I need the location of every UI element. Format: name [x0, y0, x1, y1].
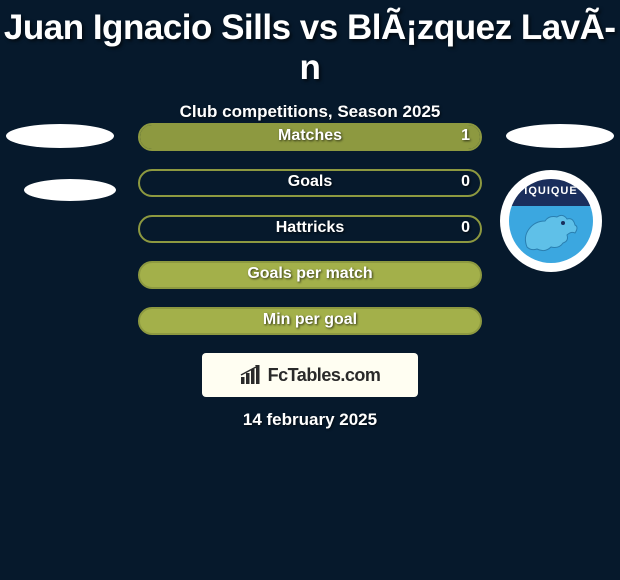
subtitle: Club competitions, Season 2025 — [0, 102, 620, 122]
comparison-bar: Goals per match — [138, 261, 482, 289]
player-right-avatar — [506, 124, 614, 148]
logo-text: FcTables.com — [268, 365, 381, 386]
comparison-bar: Min per goal — [138, 307, 482, 335]
bar-value-right: 0 — [461, 219, 470, 237]
bar-label: Goals per match — [140, 265, 480, 283]
club-badge: IQUIQUE — [500, 170, 602, 272]
bar-value-right: 0 — [461, 173, 470, 191]
comparison-bar: Hattricks0 — [138, 215, 482, 243]
club-badge-text: IQUIQUE — [509, 185, 593, 197]
club-badge-inner: IQUIQUE — [509, 179, 593, 263]
bar-label: Hattricks — [140, 219, 480, 237]
bar-value-right: 1 — [461, 127, 470, 145]
chart-bar-icon — [240, 365, 262, 385]
dragon-icon — [519, 207, 583, 257]
bar-label: Goals — [140, 173, 480, 191]
comparison-bar: Matches1 — [138, 123, 482, 151]
comparison-bar: Goals0 — [138, 169, 482, 197]
bar-label: Matches — [140, 127, 480, 145]
bar-label: Min per goal — [140, 311, 480, 329]
logo-box: FcTables.com — [202, 353, 418, 397]
player-left-avatar — [6, 124, 114, 148]
page-title: Juan Ignacio Sills vs BlÃ¡zquez LavÃ­n — [0, 0, 620, 88]
date-text: 14 february 2025 — [0, 410, 620, 430]
comparison-bars: Matches1Goals0Hattricks0Goals per matchM… — [138, 123, 482, 353]
player-left-club-oval — [24, 179, 116, 201]
